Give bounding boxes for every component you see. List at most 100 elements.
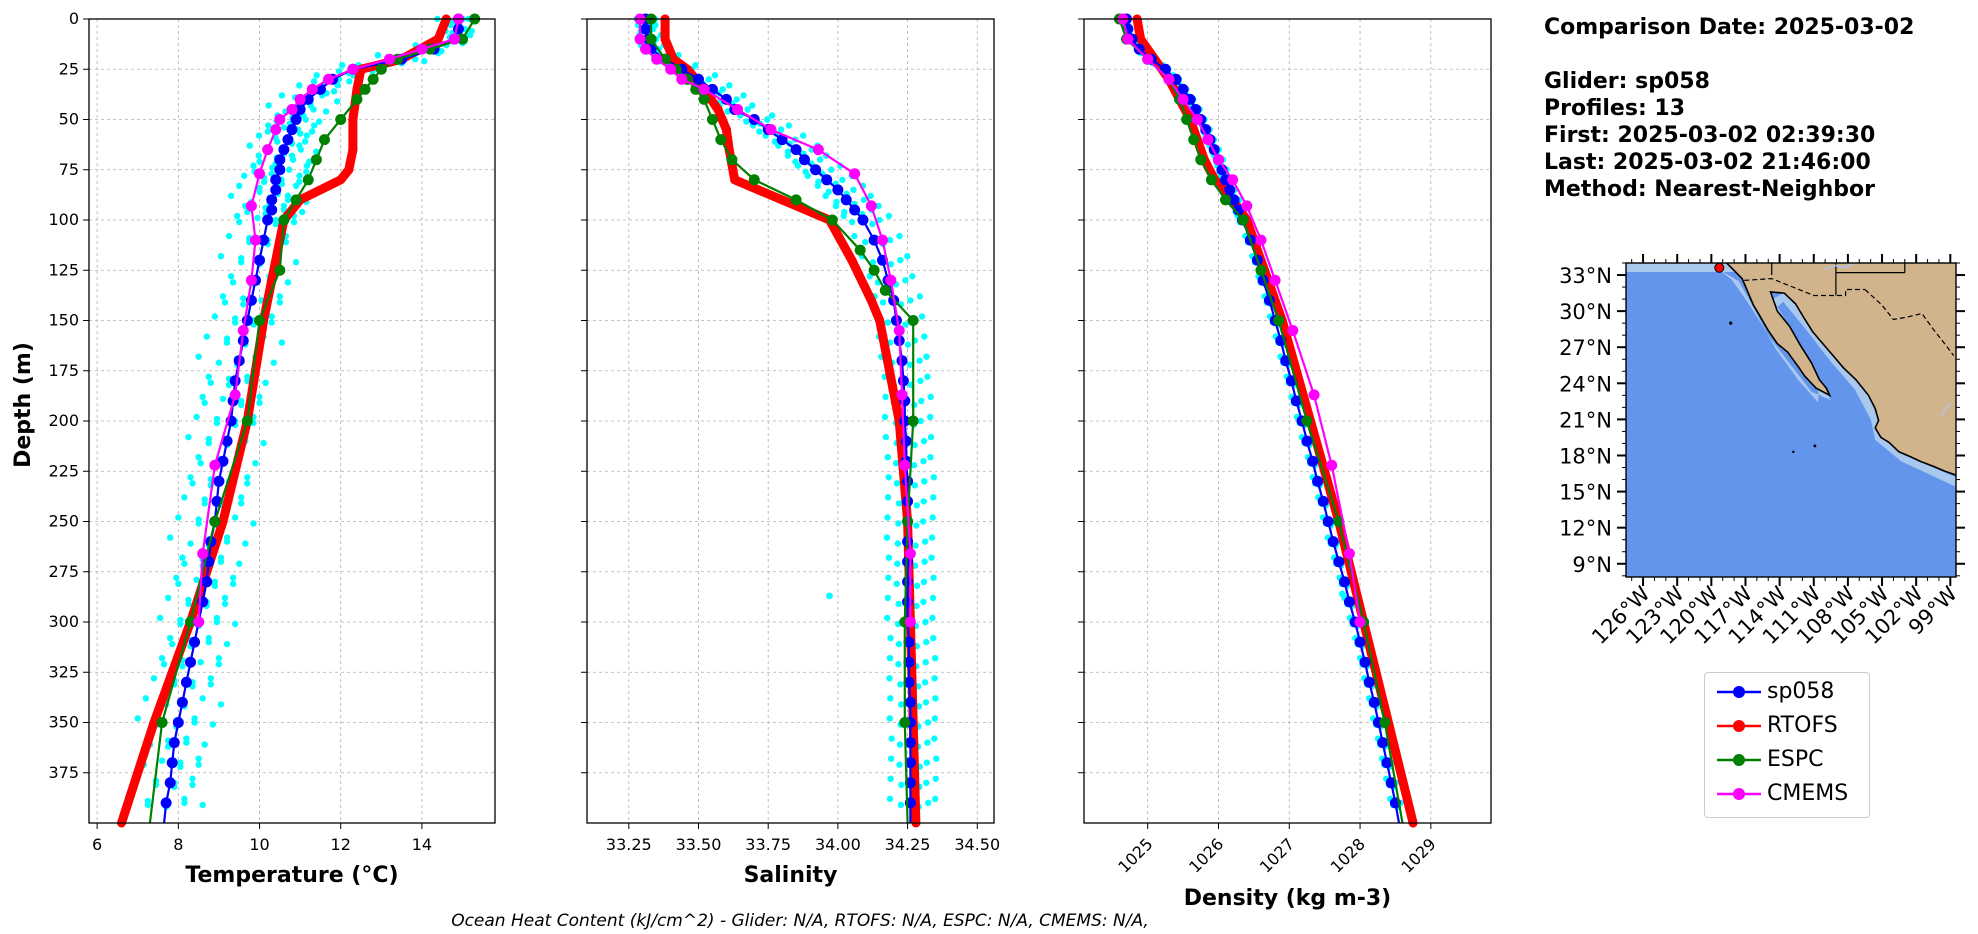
raw-profile-point xyxy=(193,413,200,421)
data-point-cmems xyxy=(416,43,428,55)
raw-profile-point xyxy=(885,474,892,481)
data-point-cmems xyxy=(651,53,663,65)
data-point-sp058 xyxy=(274,164,286,176)
data-point-cmems xyxy=(286,103,298,115)
raw-profile-point xyxy=(175,514,182,521)
raw-profile-point xyxy=(187,540,194,547)
raw-profile-point xyxy=(221,299,229,306)
data-point-rtofs xyxy=(344,165,354,175)
raw-profile-point xyxy=(211,313,219,320)
data-point-cmems xyxy=(1308,389,1320,401)
data-point-espc xyxy=(1220,194,1232,206)
raw-profile-point xyxy=(895,520,902,527)
raw-profile-point xyxy=(816,156,824,163)
raw-profile-point xyxy=(284,279,292,286)
data-point-cmems xyxy=(245,200,257,212)
data-point-espc xyxy=(310,154,322,166)
raw-profile-point xyxy=(876,216,883,224)
raw-profile-point xyxy=(229,279,237,286)
map-lat-label: 9°N xyxy=(1572,553,1612,577)
raw-profile-point xyxy=(886,654,894,662)
raw-profile-point xyxy=(167,634,174,642)
data-point-espc xyxy=(241,415,253,427)
x-tick-label: 12 xyxy=(331,835,351,854)
data-point-sp058 xyxy=(1377,737,1389,749)
raw-profile-point xyxy=(240,295,247,302)
raw-profile-point xyxy=(181,494,188,501)
data-point-cmems xyxy=(448,33,460,45)
raw-profile-point xyxy=(175,580,182,588)
raw-profile-point xyxy=(334,98,341,105)
raw-profile-point xyxy=(252,460,259,467)
data-point-sp058 xyxy=(176,696,188,708)
raw-profile-point xyxy=(931,654,939,662)
x-tick-label: 10 xyxy=(249,835,269,854)
data-point-cmems xyxy=(896,389,908,401)
raw-profile-point xyxy=(280,124,288,131)
data-point-sp058 xyxy=(172,717,184,728)
data-point-cmems xyxy=(676,73,688,85)
raw-profile-point xyxy=(904,341,912,348)
raw-profile-outlier xyxy=(1338,590,1346,598)
raw-profile-point xyxy=(217,554,225,561)
raw-profile-point xyxy=(181,795,188,803)
data-point-sp058 xyxy=(1327,536,1339,548)
data-point-sp058 xyxy=(849,204,861,216)
raw-profile-point xyxy=(825,188,832,196)
raw-profile-point xyxy=(195,453,202,461)
data-point-sp058 xyxy=(810,164,822,176)
raw-profile-point xyxy=(260,439,267,447)
raw-profile-point xyxy=(322,108,330,115)
raw-profile-point xyxy=(236,182,243,190)
raw-profile-point xyxy=(221,600,229,608)
raw-profile-point xyxy=(792,158,799,165)
raw-profile-point xyxy=(897,257,904,264)
raw-profile-point xyxy=(925,799,932,807)
data-point-sp058 xyxy=(640,23,652,35)
raw-profile-point xyxy=(911,562,919,569)
map-border-rio-grande xyxy=(1864,289,1955,356)
raw-profile-point xyxy=(920,498,927,505)
data-point-cmems xyxy=(765,124,777,136)
raw-profile-point xyxy=(930,634,937,642)
raw-profile-point xyxy=(203,333,210,340)
x-axis-label: Density (kg m-3) xyxy=(1184,886,1392,911)
raw-profile-point xyxy=(191,715,198,722)
data-point-espc xyxy=(790,194,802,206)
raw-profile-point xyxy=(308,128,316,135)
data-point-sp058 xyxy=(282,134,294,146)
raw-profile-point xyxy=(223,335,231,342)
data-point-cmems xyxy=(1202,134,1214,146)
raw-profile-point xyxy=(885,554,893,561)
data-point-espc xyxy=(274,264,286,276)
data-point-sp058 xyxy=(302,93,314,105)
raw-profile-point xyxy=(310,78,318,85)
raw-profile-point xyxy=(726,82,733,89)
data-point-cmems xyxy=(1343,548,1355,560)
legend-label-sp058: sp058 xyxy=(1767,679,1835,704)
data-point-sp058 xyxy=(270,184,282,196)
data-point-sp058 xyxy=(904,696,916,708)
raw-profile-point xyxy=(346,78,353,85)
raw-profile-point xyxy=(886,715,893,722)
map-lat-label: 18°N xyxy=(1559,444,1612,468)
x-tick-label: 34.50 xyxy=(954,835,1000,854)
raw-profile-point xyxy=(916,293,924,300)
raw-profile-point xyxy=(255,152,262,159)
raw-profile-point xyxy=(931,735,938,742)
data-point-cmems xyxy=(1255,234,1267,246)
raw-profile-point xyxy=(928,554,935,561)
data-point-sp058 xyxy=(903,636,915,648)
raw-profile-point xyxy=(887,261,895,268)
series-rtofs xyxy=(660,14,921,828)
raw-profile-point xyxy=(749,102,756,109)
raw-profile-point xyxy=(177,616,184,624)
raw-profile-point xyxy=(740,92,747,99)
raw-profile-point xyxy=(930,494,937,501)
raw-profile-point xyxy=(268,319,275,326)
raw-profile-point xyxy=(468,27,475,35)
raw-profile-point xyxy=(219,293,227,300)
raw-profile-point xyxy=(896,761,903,768)
data-point-sp058 xyxy=(1368,696,1380,708)
raw-profile-point xyxy=(893,480,901,487)
